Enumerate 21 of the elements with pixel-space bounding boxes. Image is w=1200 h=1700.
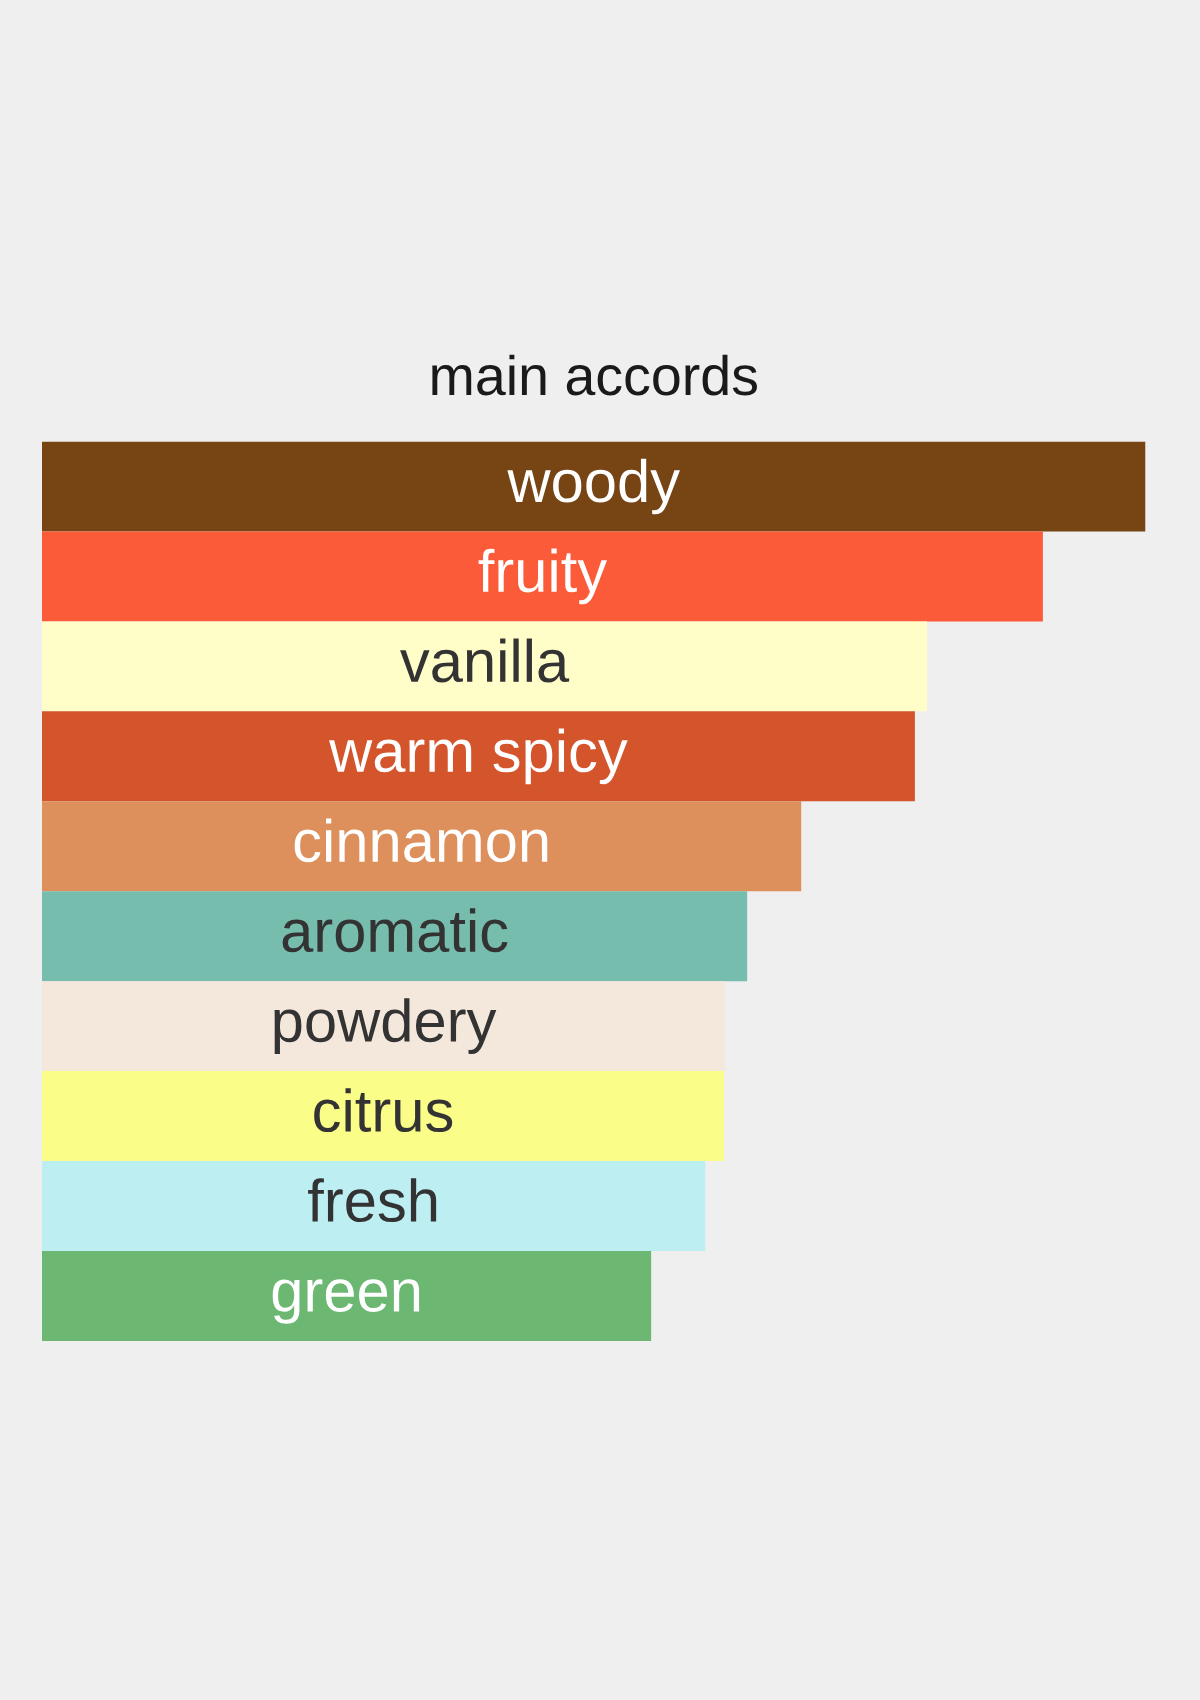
bar [42, 621, 928, 712]
y-tick-label: fruity [478, 548, 608, 605]
bar [42, 1161, 706, 1252]
bar [42, 801, 802, 892]
bar [42, 531, 1043, 622]
y-tick-label: green [272, 1279, 420, 1324]
bar [42, 711, 915, 802]
y-tick-label: woody [507, 458, 680, 515]
bar [42, 1071, 724, 1162]
bar [42, 891, 748, 982]
y-tick-label: fresh [308, 1178, 437, 1223]
y-tick-label: citrus [314, 1088, 453, 1133]
bar [42, 1251, 652, 1341]
y-tick-label: powdery [274, 998, 497, 1054]
bar [42, 441, 1146, 532]
y-tick-label: vanilla [400, 638, 570, 683]
chart-title: main accords [432, 354, 757, 396]
y-tick-label: aromatic [282, 908, 508, 953]
bar [42, 981, 726, 1072]
y-tick-label: warm spicy [329, 728, 628, 785]
y-tick-label: cinnamon [294, 818, 548, 863]
